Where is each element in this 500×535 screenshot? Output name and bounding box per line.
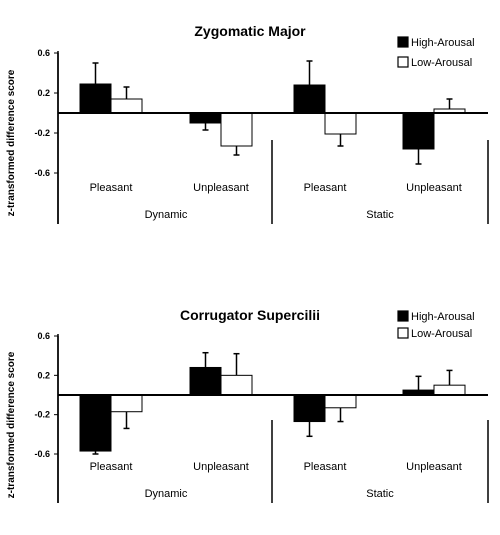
category-label: Unpleasant [193, 461, 249, 473]
legend-swatch [397, 36, 409, 48]
chart-title: Corrugator Supercilii [180, 307, 320, 323]
bar-low-arousal [110, 394, 143, 413]
bar-high-arousal [189, 112, 222, 124]
legend: High-Arousal Low-Arousal [397, 36, 475, 69]
bar-high-arousal [293, 84, 326, 114]
group-label: Static [366, 488, 394, 500]
bar-low-arousal [324, 112, 357, 135]
category-label: Pleasant [90, 461, 133, 473]
bar-high-arousal [189, 366, 222, 396]
y-tick-label: 0.2 [37, 88, 50, 98]
y-tick-label: 0.6 [37, 331, 50, 341]
bar-high-arousal [402, 112, 435, 150]
chart-panel-1: Zygomatic Major z-transformed difference … [6, 23, 489, 224]
group-label: Dynamic [145, 209, 188, 221]
bar-high-arousal [79, 83, 112, 114]
y-axis-label: z-transformed difference score [6, 351, 17, 498]
chart-title: Zygomatic Major [194, 23, 306, 39]
group-label: Static [366, 209, 394, 221]
bar-high-arousal [79, 394, 112, 452]
legend-label: High-Arousal [411, 311, 475, 323]
category-label: Pleasant [304, 461, 347, 473]
category-label: Unpleasant [193, 182, 249, 194]
category-label: Pleasant [304, 182, 347, 194]
bar-low-arousal [110, 98, 143, 114]
group-label: Dynamic [145, 488, 188, 500]
y-tick-label: -0.6 [34, 168, 50, 178]
category-label: Unpleasant [406, 461, 462, 473]
legend: High-Arousal Low-Arousal [397, 310, 475, 340]
legend-label: High-Arousal [411, 37, 475, 49]
chart-panel-2: Corrugator Supercilii z-transformed diffe… [6, 307, 489, 503]
y-tick-label: -0.2 [34, 128, 50, 138]
legend-label: Low-Arousal [411, 328, 472, 340]
bar-high-arousal [293, 394, 326, 423]
y-tick-label: -0.6 [34, 449, 50, 459]
bar-low-arousal [324, 394, 357, 409]
legend-swatch [397, 56, 409, 68]
bar-low-arousal [433, 384, 466, 396]
legend-swatch [397, 310, 409, 322]
legend-label: Low-Arousal [411, 57, 472, 69]
bar-low-arousal [220, 374, 253, 396]
y-axis-label: z-transformed difference score [6, 69, 17, 216]
y-tick-label: 0.6 [37, 48, 50, 58]
category-label: Pleasant [90, 182, 133, 194]
y-tick-label: -0.2 [34, 410, 50, 420]
category-label: Unpleasant [406, 182, 462, 194]
y-tick-label: 0.2 [37, 370, 50, 380]
bar-low-arousal [220, 112, 253, 147]
legend-swatch [397, 327, 409, 339]
